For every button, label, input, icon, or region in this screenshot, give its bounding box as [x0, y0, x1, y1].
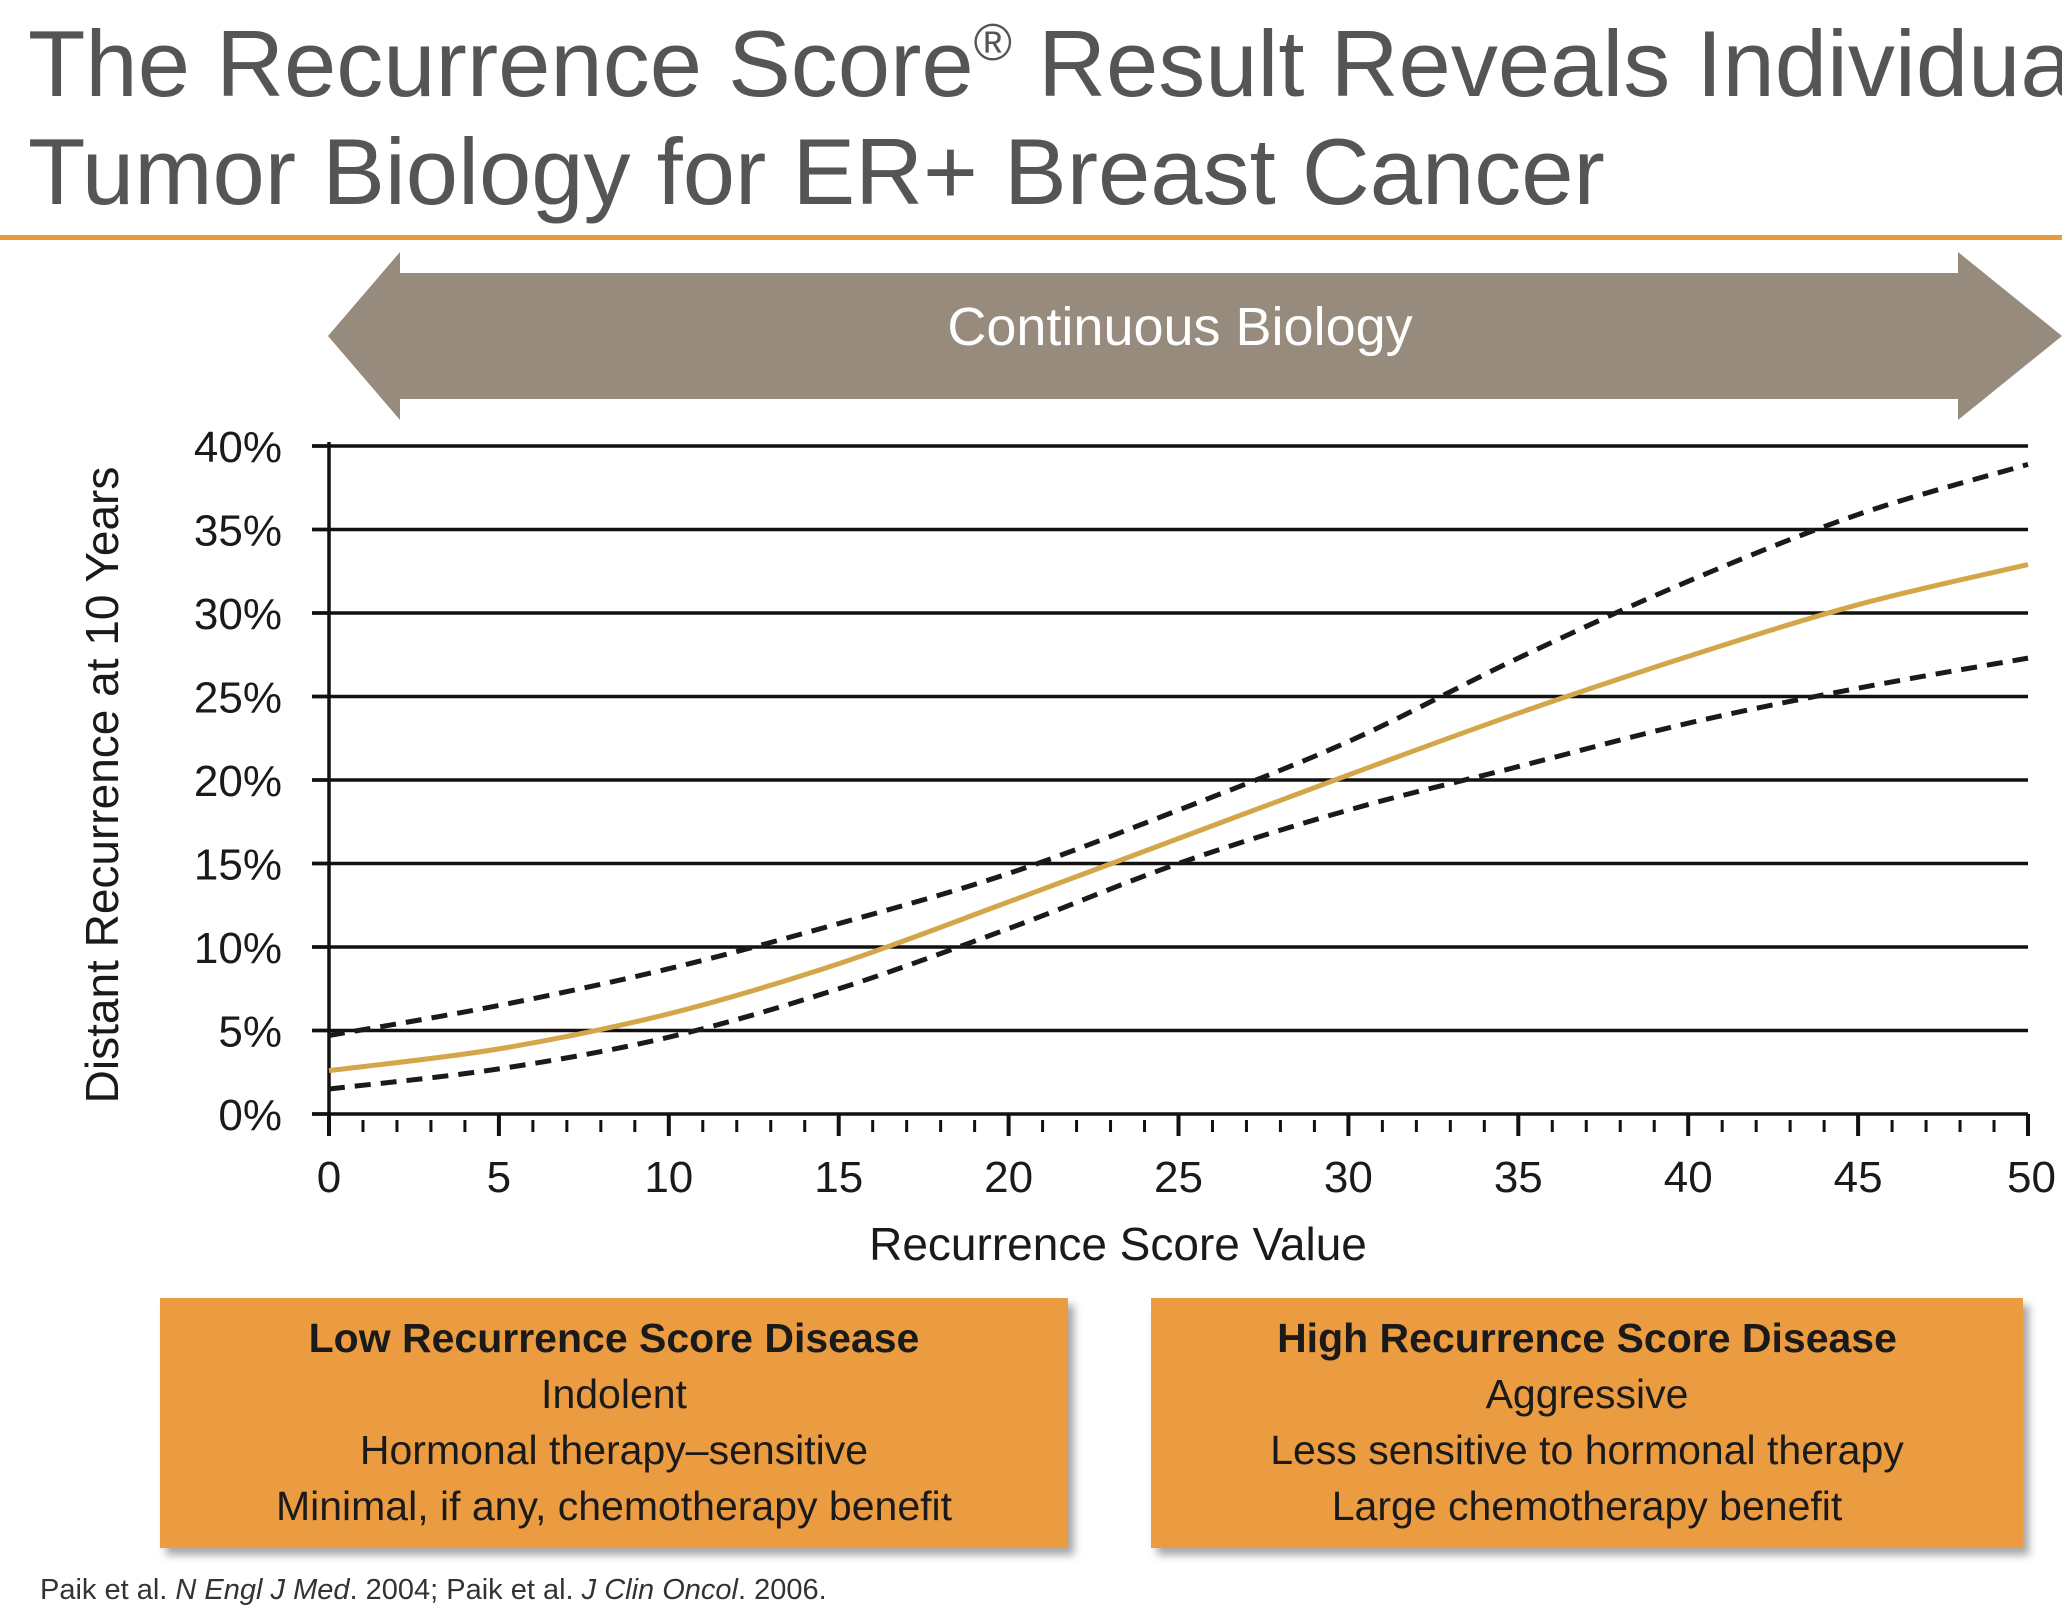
- recurrence-score-line: [328, 562, 2029, 1074]
- x-tick-label: 5: [487, 1153, 511, 1202]
- arrow-label: Continuous Biology: [947, 297, 1412, 357]
- chart: Continuous Biology 0% 5% 10% 15% 20% 25% 30% 35…: [76, 252, 2062, 1270]
- y-tick-label: 30%: [194, 590, 282, 639]
- y-tick-label: 0%: [218, 1091, 282, 1140]
- x-tick-label: 0: [317, 1153, 341, 1202]
- title-part: The Recurrence Score: [28, 11, 974, 116]
- y-tick-label: 15%: [194, 841, 282, 890]
- high-box-line: Aggressive: [1485, 1371, 1689, 1417]
- lower-95-ci-line: [328, 655, 2029, 1092]
- x-axis-title: Recurrence Score Value: [869, 1218, 1367, 1270]
- citation-text: . 2004; Paik et al.: [349, 1574, 582, 1606]
- high-box-line: Less sensitive to hormonal therapy: [1270, 1427, 1904, 1473]
- title-line-2: Tumor Biology for ER+ Breast Cancer: [28, 119, 1605, 224]
- y-tick-label: 5%: [218, 1008, 282, 1057]
- x-tick-label: 25: [1154, 1153, 1203, 1202]
- x-tick-label: 10: [644, 1153, 693, 1202]
- high-recurrence-box: High Recurrence Score Disease Aggressive…: [1151, 1298, 2023, 1548]
- low-recurrence-box: Low Recurrence Score Disease Indolent Ho…: [160, 1298, 1068, 1548]
- citation-journal: N Engl J Med: [175, 1574, 350, 1606]
- x-tick-label: 30: [1324, 1153, 1373, 1202]
- y-tick-label: 10%: [194, 924, 282, 973]
- title-part: Result Reveals Individual: [1011, 11, 2062, 116]
- low-box-line: Hormonal therapy–sensitive: [359, 1427, 869, 1473]
- low-box-line: Minimal, if any, chemotherapy benefit: [275, 1483, 953, 1529]
- page-title: The Recurrence Score® Result Reveals Ind…: [28, 10, 2062, 226]
- double-arrow-shape: [328, 252, 2062, 420]
- continuous-biology-arrow: Continuous Biology: [328, 252, 2062, 420]
- y-axis-title: Distant Recurrence at 10 Years: [76, 467, 128, 1104]
- citation-journal: J Clin Oncol: [581, 1574, 738, 1606]
- registered-mark: ®: [973, 14, 1012, 72]
- upper-95-ci-line: [328, 462, 2029, 1038]
- title-divider: [0, 235, 2062, 240]
- citation-text: . 2006.: [737, 1574, 827, 1606]
- x-tick-label: 20: [984, 1153, 1033, 1202]
- high-box-heading: High Recurrence Score Disease: [1277, 1315, 1897, 1361]
- x-tick-label: 40: [1664, 1153, 1713, 1202]
- low-box-line: Indolent: [541, 1371, 687, 1417]
- high-box-line: Large chemotherapy benefit: [1331, 1483, 1843, 1529]
- title-line-1: The Recurrence Score® Result Reveals Ind…: [28, 10, 2062, 118]
- x-tick-label: 35: [1494, 1153, 1543, 1202]
- y-tick-label: 35%: [194, 507, 282, 556]
- x-tick-label: 45: [1834, 1153, 1883, 1202]
- citation: Paik et al. N Engl J Med. 2004; Paik et …: [40, 1574, 827, 1607]
- citation-text: Paik et al.: [40, 1574, 176, 1606]
- y-tick-label: 20%: [194, 757, 282, 806]
- y-tick-label: 40%: [194, 423, 282, 472]
- low-box-heading: Low Recurrence Score Disease: [308, 1315, 920, 1361]
- x-tick-label: 50: [2007, 1153, 2056, 1202]
- x-tick-label: 15: [814, 1153, 863, 1202]
- y-tick-label: 25%: [194, 674, 282, 723]
